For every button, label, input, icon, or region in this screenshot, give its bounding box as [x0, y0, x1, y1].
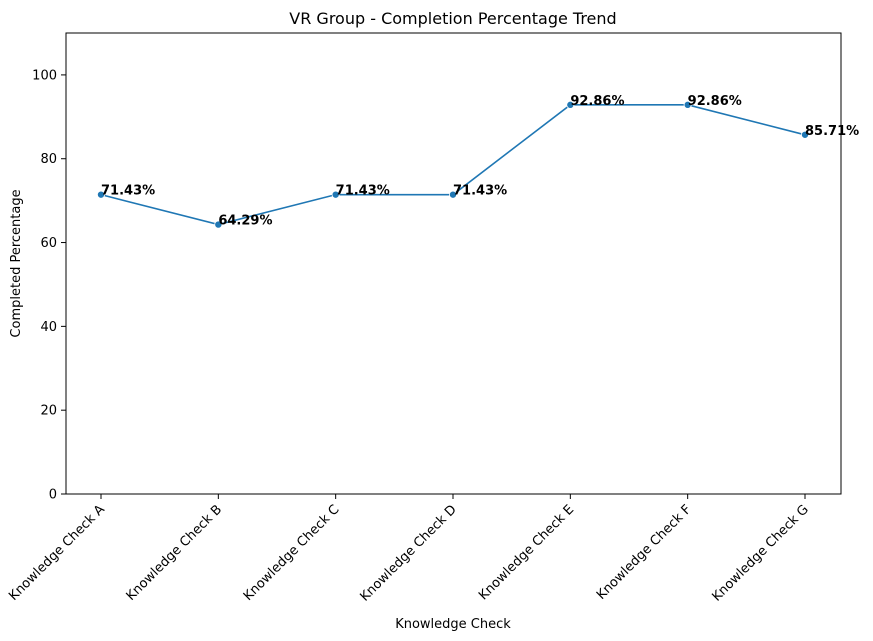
y-tick-label: 80 [40, 152, 57, 167]
y-axis-label: Completed Percentage [9, 189, 24, 337]
data-point [448, 190, 457, 199]
x-axis: Knowledge Check A Knowledge Check B Knowle… [6, 494, 812, 605]
data-point [566, 100, 575, 109]
x-tick-label: Knowledge Check A [6, 502, 108, 604]
data-point [683, 100, 692, 109]
x-tick-label: Knowledge Check F [594, 502, 695, 603]
data-point [97, 190, 106, 199]
data-label: 85.71% [805, 124, 859, 139]
x-axis-label: Knowledge Check [395, 617, 511, 632]
data-label: 92.86% [570, 94, 624, 109]
x-tick-label: Knowledge Check C [241, 502, 343, 604]
data-label: 71.43% [336, 184, 390, 199]
data-point [801, 130, 810, 139]
data-label: 71.43% [101, 184, 155, 199]
y-tick-label: 40 [40, 320, 57, 335]
y-tick-label: 60 [40, 236, 57, 251]
series-points [97, 100, 810, 229]
chart-title: VR Group - Completion Percentage Trend [289, 9, 616, 28]
data-labels: 71.43% 64.29% 71.43% 71.43% 92.86% 92.86% 85.7… [101, 94, 859, 229]
series-line [100, 104, 806, 226]
x-tick-label: Knowledge Check G [709, 502, 811, 604]
data-label: 64.29% [218, 214, 272, 229]
y-axis: 0 20 40 60 80 100 [32, 68, 66, 503]
data-label: 71.43% [453, 184, 507, 199]
y-tick-label: 100 [32, 68, 57, 83]
data-label: 92.86% [688, 94, 742, 109]
x-tick-label: Knowledge Check D [357, 502, 459, 604]
y-tick-label: 0 [49, 488, 57, 503]
data-point [214, 220, 223, 229]
data-point [331, 190, 340, 199]
y-tick-label: 20 [40, 404, 57, 419]
x-tick-label: Knowledge Check B [124, 502, 226, 604]
x-tick-label: Knowledge Check E [476, 502, 577, 603]
